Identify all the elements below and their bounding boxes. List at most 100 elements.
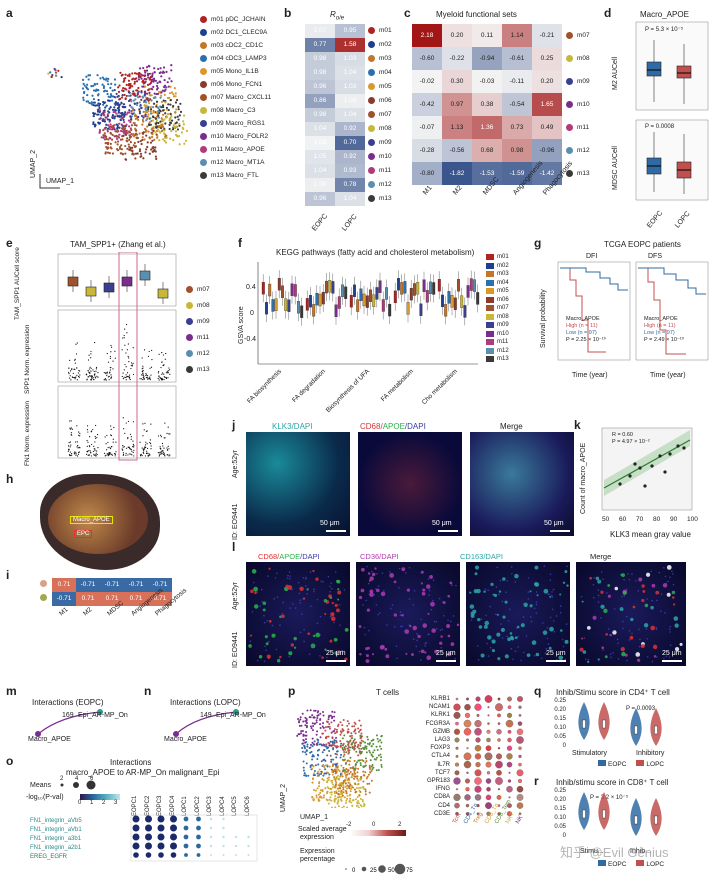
p-pct-tick: 75 [406,868,413,874]
p-umap-point [356,801,359,804]
p-dot [516,785,524,793]
l-cell-point [442,601,446,605]
l-dapi-point [605,592,608,594]
p-umap-point [364,757,367,760]
e-spp1-point [123,337,125,339]
k-scatter [601,427,693,511]
l-dapi-point [271,624,274,627]
e-fn1-point [86,445,88,448]
umap-a-point [108,107,111,111]
l-cell-point [600,604,605,609]
umap-a-point [131,153,134,156]
l-cell-point [474,565,480,570]
e-box [139,270,151,281]
e-spp1-point [132,362,134,364]
e-spp1-point [114,357,116,359]
legend-a-item: m03 cDC2_CD1C [200,42,263,49]
l-dapi-point [288,571,291,573]
e-spp1-point [97,376,99,378]
p-umap-point [311,767,314,770]
umap-a-point [154,150,157,153]
p-umap-point [351,742,354,745]
p-umap-point [349,771,352,774]
e-spp1-point [76,367,78,369]
e-spp1-point [131,364,134,366]
legend-a-item: m08 Macro_C3 [200,107,255,114]
d-p-bottom: P = 0.0008 [645,124,675,130]
e-fn1-point [140,453,142,456]
umap-a-point [148,91,151,95]
l-dapi-point [416,634,419,636]
umap-a-point [135,136,139,140]
umap-a-point [128,138,131,142]
umap-a-point [144,71,147,74]
l-dapi-point [441,628,443,631]
p-umap-point [339,756,342,759]
p-umap-point [358,786,361,789]
f-box [353,284,356,297]
umap-a-point [146,83,150,86]
roe-row-text: m02 [379,41,392,48]
umap-a-point [157,107,160,110]
umap-a-point [118,122,121,125]
umap-a-point [103,111,106,114]
umap-a-point [162,132,166,135]
p-umap-point [311,758,314,761]
e-fn1-point [133,449,135,451]
p-umap-point [328,727,331,730]
umap-a-point [128,73,131,76]
o-dot [210,854,212,856]
e-fn1-point [142,435,144,437]
l-cell-point [366,608,371,612]
p-umap-point [335,776,338,779]
p-umap-point [332,758,335,761]
e-spp1-point [88,354,90,356]
l-dapi-point [329,590,331,593]
l-cell-point [262,601,267,606]
p-umap-point [305,722,308,725]
l-dapi-point [260,588,263,591]
umap-a-point [138,112,142,115]
l-dapi-point [600,571,603,573]
p-gene-label: GZMB [432,728,450,735]
e-fn1-point [131,454,133,456]
f-box [397,278,400,291]
e-fn1-point [128,453,130,455]
l-dapi-point [313,590,315,593]
umap-a-point [115,147,119,151]
l-dapi-point [546,627,549,629]
p-dot [487,722,490,725]
l-cell-point [371,572,376,577]
f-box [365,295,369,308]
p-umap-point [314,709,317,712]
q-x-1: Stimulatory [572,750,608,757]
p-dot [476,713,480,717]
e-spp1-point [68,371,70,373]
l-dapi-point [612,629,614,632]
l-dapi-point [552,620,555,622]
umap-a-point [125,139,128,142]
o-dot [247,844,250,848]
umap-a-point [142,116,145,119]
umap-a-point [174,101,178,104]
l-dapi-point [416,639,418,642]
p-umap-point [366,738,369,741]
p-dot [517,696,523,702]
p-umap-point [356,761,359,764]
o-dot [196,816,201,822]
umap-a-point [146,117,149,121]
violin-ytick: 0.20 [554,707,566,713]
e-fn1-point [122,417,124,419]
p-dot [506,745,513,751]
l-dapi-point [549,579,552,581]
p-umap-point [346,787,349,790]
p-umap-point [320,772,323,775]
e-spp1-point [75,353,78,355]
l-dapi-point [517,646,519,648]
p-umap-point [346,720,349,723]
p-dot [475,761,481,768]
o-pval-tick: 2 [102,800,106,806]
e-spp1-point [93,374,96,376]
p-umap-point [361,798,364,801]
o-dot [145,833,152,841]
